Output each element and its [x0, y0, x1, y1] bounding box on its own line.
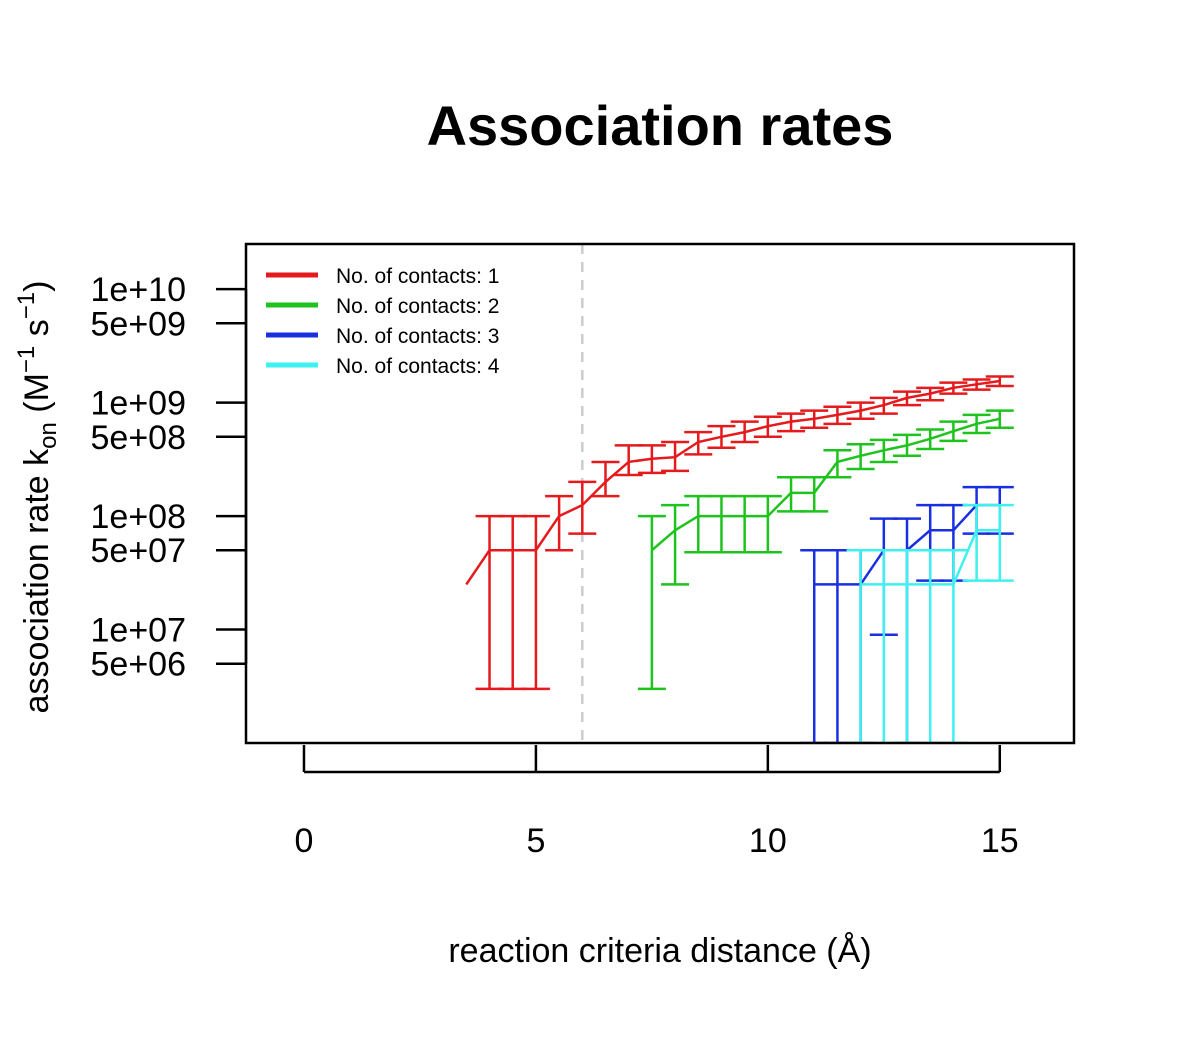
- series-line: [651, 417, 1001, 552]
- y-label-subscript: on: [35, 422, 62, 449]
- y-label-s: s: [18, 319, 56, 345]
- y-tick-label: 5e+07: [91, 532, 187, 570]
- data-area: [465, 244, 1014, 743]
- series-line: [465, 379, 1000, 586]
- y-tick-label: 1e+08: [91, 498, 187, 536]
- legend-label: No. of contacts: 4: [336, 355, 500, 378]
- y-tick-label: 5e+06: [91, 646, 187, 684]
- series-2: [637, 409, 1014, 691]
- y-tick-label: 1e+07: [91, 612, 187, 650]
- y-tick-label: 5e+09: [91, 305, 187, 343]
- series-4: [846, 503, 1014, 743]
- plot-frame: [244, 242, 1076, 745]
- y-label-s-exp: −1: [13, 292, 40, 319]
- y-label-unit-open: (M: [18, 373, 56, 422]
- x-tick-label: 10: [749, 822, 787, 860]
- x-tick-label: 0: [295, 822, 314, 860]
- legend-label: No. of contacts: 1: [336, 265, 499, 288]
- x-tick-label: 5: [526, 822, 545, 860]
- y-tick-label: 1e+10: [91, 271, 187, 309]
- y-label-unit-close: ): [18, 281, 56, 292]
- x-tick-label: 15: [981, 822, 1019, 860]
- svg-text:association rate kon (M−1 s−1): association rate kon (M−1 s−1): [13, 281, 62, 714]
- y-tick-label: 5e+08: [91, 419, 187, 457]
- y-label-m-exp: −1: [13, 346, 40, 373]
- legend-label: No. of contacts: 2: [336, 295, 499, 318]
- x-axis-label: reaction criteria distance (Å): [448, 932, 871, 970]
- y-axis-label: association rate kon (M−1 s−1): [13, 281, 62, 714]
- y-tick-label: 1e+09: [91, 385, 187, 423]
- y-label-main: association rate k: [18, 448, 56, 714]
- series-1: [465, 375, 1014, 691]
- legend-label: No. of contacts: 3: [336, 325, 499, 348]
- chart-title: Association rates: [427, 94, 894, 157]
